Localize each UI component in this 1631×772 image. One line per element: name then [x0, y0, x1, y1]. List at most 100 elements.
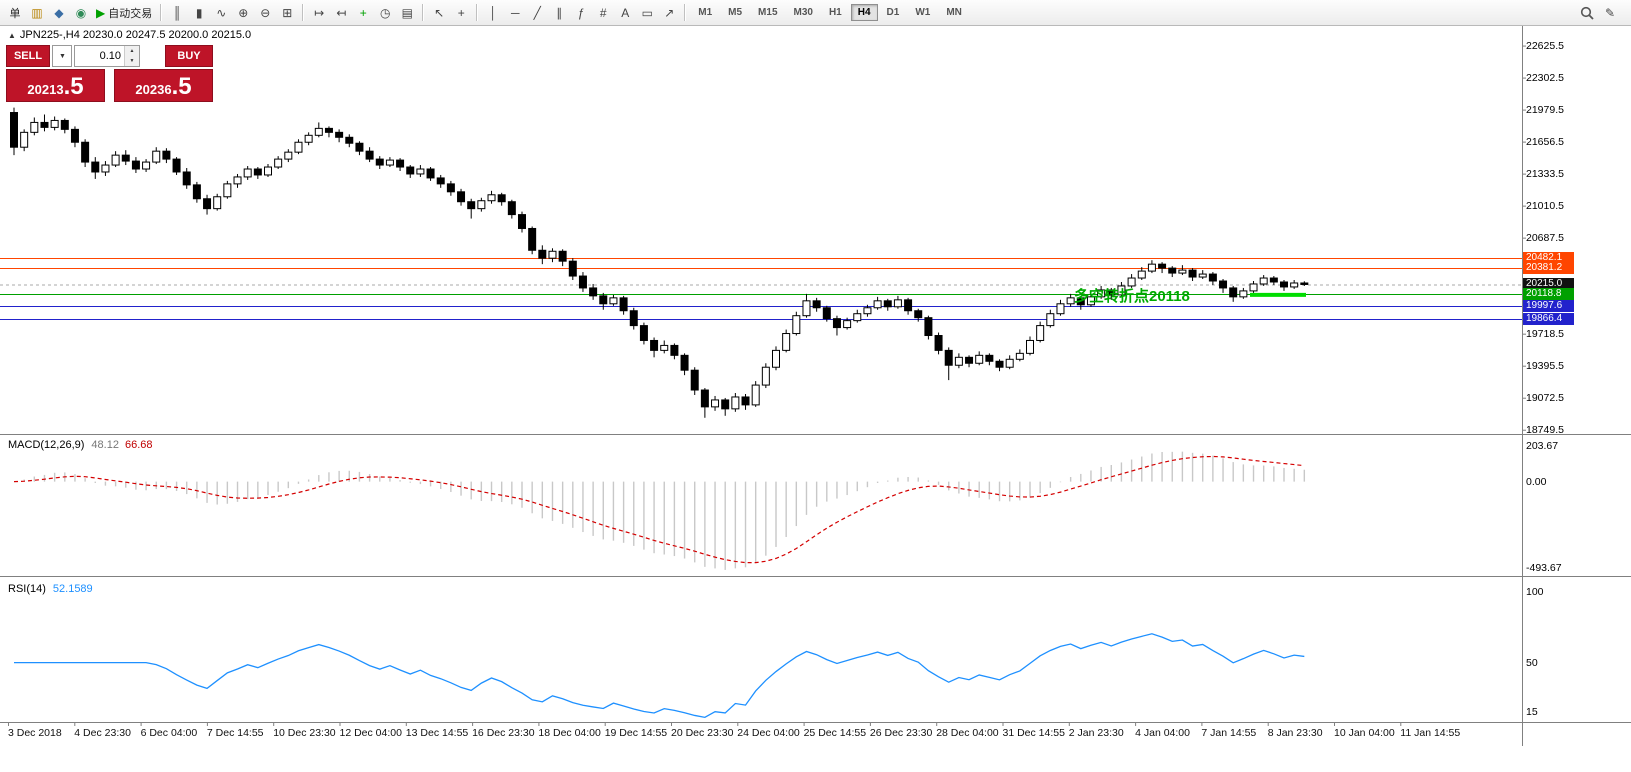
buy-price-box[interactable]: 20236.5 [114, 69, 213, 102]
macd-indicator [13, 451, 1306, 570]
candles [10, 107, 1309, 418]
text-icon[interactable]: A [614, 3, 636, 23]
trade-panel-prices: 20213.5 20236.5 [6, 69, 213, 102]
arrows-icon[interactable]: ↗ [658, 3, 680, 23]
horizontal-line-icon[interactable]: ─ [504, 3, 526, 23]
timeframe-m5-button[interactable]: M5 [721, 4, 749, 21]
rsi-axis-label: 100 [1526, 586, 1544, 598]
volume-decrease-button[interactable]: ▼ [125, 56, 139, 66]
time-axis-label: 8 Jan 23:30 [1267, 727, 1323, 739]
toolbar: 单 ▥ ◆ ◉ ▶ 自动交易 ║ ▮ ∿ ⊕ ⊖ ⊞ ↦ ↤ + ◷ ▤ ↖ + │ ─ ╱ ∥ ƒ # A ▭ ↗ M1 M5 M15 M3… [0, 0, 1631, 26]
market-watch-icon[interactable]: ◉ [70, 3, 92, 23]
timeframe-m15-button[interactable]: M15 [751, 4, 784, 21]
buy-price: 20236 [135, 82, 172, 97]
label-icon[interactable]: ▭ [636, 3, 658, 23]
timeframe-d1-button[interactable]: D1 [880, 4, 907, 21]
indicators-icon[interactable]: + [352, 3, 374, 23]
templates-icon[interactable]: ▤ [396, 3, 418, 23]
timeframe-m1-button[interactable]: M1 [691, 4, 719, 21]
toolbar-separator [476, 4, 479, 21]
zoom-out-icon[interactable]: ⊖ [254, 3, 276, 23]
bar-chart-icon[interactable]: ║ [166, 3, 188, 23]
chart-annotation: 多空转折点20118 [1074, 288, 1190, 305]
crosshair-icon[interactable]: + [450, 3, 472, 23]
macd-axis-label: -493.67 [1526, 562, 1562, 574]
volume-preset-dropdown[interactable]: ▼ [52, 45, 72, 67]
rsi-axis-label: 15 [1526, 706, 1538, 718]
time-axis-label: 4 Dec 23:30 [74, 727, 131, 739]
price-line-badge: 20482.1 [1523, 252, 1574, 264]
profiles-icon[interactable]: ◆ [48, 3, 70, 23]
sell-price: 20213 [27, 82, 64, 97]
chart-shift-icon[interactable]: ↤ [330, 3, 352, 23]
time-axis-label: 26 Dec 23:30 [869, 727, 933, 739]
trade-panel-controls: SELL ▼ ▲ ▼ BUY [6, 45, 213, 67]
timeframe-w1-button[interactable]: W1 [908, 4, 937, 21]
toolbar-items: 单 ▥ ◆ ◉ ▶ 自动交易 ║ ▮ ∿ ⊕ ⊖ ⊞ ↦ ↤ + ◷ ▤ ↖ + │ ─ ╱ ∥ ƒ # A ▭ ↗ M1 M5 M15 M3… [4, 3, 970, 23]
volume-input[interactable] [75, 46, 124, 66]
rsi-name: RSI(14) [8, 583, 46, 595]
current-price-badge: 20215.0 [1523, 278, 1574, 291]
channel-icon[interactable]: ∥ [548, 3, 570, 23]
macd-signal-value: 66.68 [124, 439, 153, 451]
new-order-button[interactable]: 单 [4, 3, 26, 23]
price-line-badge: 19866.4 [1523, 313, 1574, 326]
macd-axis-label: 0.00 [1526, 475, 1547, 488]
cycle-lines-icon[interactable]: # [592, 3, 614, 23]
time-axis-label: 3 Dec 2018 [8, 727, 62, 739]
macd-name: MACD(12,26,9) [8, 439, 85, 451]
edit-icon[interactable]: ✎ [1599, 3, 1621, 23]
volume-control: ▲ ▼ [74, 45, 140, 67]
rsi-axis-label: 50 [1526, 656, 1538, 669]
time-axis-label: 16 Dec 23:30 [472, 727, 535, 739]
macd-axis-label: 203.67 [1526, 440, 1559, 452]
fibonacci-icon[interactable]: ƒ [570, 3, 592, 23]
time-axis-label: 6 Dec 04:00 [140, 727, 198, 739]
periods-icon[interactable]: ◷ [374, 3, 396, 23]
time-axis-label: 10 Jan 04:00 [1334, 727, 1395, 739]
macd-main-value: 48.12 [91, 439, 119, 451]
charts-icon[interactable]: ▥ [26, 3, 48, 23]
cursor-icon[interactable]: ↖ [428, 3, 450, 23]
time-axis-label: 7 Dec 14:55 [206, 727, 264, 739]
price-axis-label: 19718.5 [1526, 327, 1564, 340]
auto-scroll-icon[interactable]: ↦ [308, 3, 330, 23]
timeframe-h4-button[interactable]: H4 [850, 4, 878, 21]
toolbar-separator [422, 4, 425, 21]
toolbar-separator [160, 4, 163, 21]
price-axis-label: 21333.5 [1526, 167, 1564, 180]
timeframe-m30-button[interactable]: M30 [787, 4, 820, 21]
time-axis-label: 13 Dec 14:55 [405, 727, 469, 739]
autotrading-button[interactable]: ▶ 自动交易 [92, 3, 156, 23]
time-axis-label: 28 Dec 04:00 [936, 727, 999, 739]
time-axis-label: 10 Dec 23:30 [273, 727, 336, 739]
sell-price-box[interactable]: 20213.5 [6, 69, 105, 102]
time-axis-label: 4 Jan 04:00 [1135, 727, 1190, 739]
rsi-label: RSI(14) 52.1589 [8, 583, 93, 595]
search-icon[interactable] [1575, 3, 1599, 23]
vertical-line-icon[interactable]: │ [482, 3, 504, 23]
buy-button[interactable]: BUY [165, 45, 213, 67]
price-line-badge: 19997.6 [1523, 300, 1574, 313]
chart-canvas[interactable] [0, 0, 1631, 746]
volume-increase-button[interactable]: ▲ [125, 46, 139, 56]
sell-button[interactable]: SELL [6, 45, 50, 67]
time-axis-label: 12 Dec 04:00 [339, 727, 402, 739]
trendline-icon[interactable]: ╱ [526, 3, 548, 23]
zoom-in-icon[interactable]: ⊕ [232, 3, 254, 23]
timeframe-h1-button[interactable]: H1 [822, 4, 849, 21]
tile-windows-icon[interactable]: ⊞ [276, 3, 298, 23]
price-axis-label: 21656.5 [1526, 135, 1564, 148]
chart-title: ▲ JPN225-,H4 20230.0 20247.5 20200.0 2021… [8, 29, 251, 41]
price-axis-label: 19395.5 [1526, 359, 1564, 372]
toolbar-separator [302, 4, 305, 21]
timeframe-mn-button[interactable]: MN [939, 4, 969, 21]
horizontal-lines [0, 258, 1522, 321]
line-chart-icon[interactable]: ∿ [210, 3, 232, 23]
candlestick-chart-icon[interactable]: ▮ [188, 3, 210, 23]
rsi-value: 52.1589 [52, 583, 93, 595]
time-axis-label: 19 Dec 14:55 [604, 727, 668, 739]
toolbar-separator [684, 4, 687, 21]
price-axis-label: 22302.5 [1526, 71, 1564, 84]
